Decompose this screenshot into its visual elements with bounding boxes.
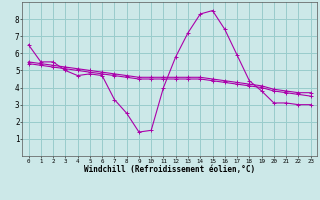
X-axis label: Windchill (Refroidissement éolien,°C): Windchill (Refroidissement éolien,°C) [84,165,255,174]
